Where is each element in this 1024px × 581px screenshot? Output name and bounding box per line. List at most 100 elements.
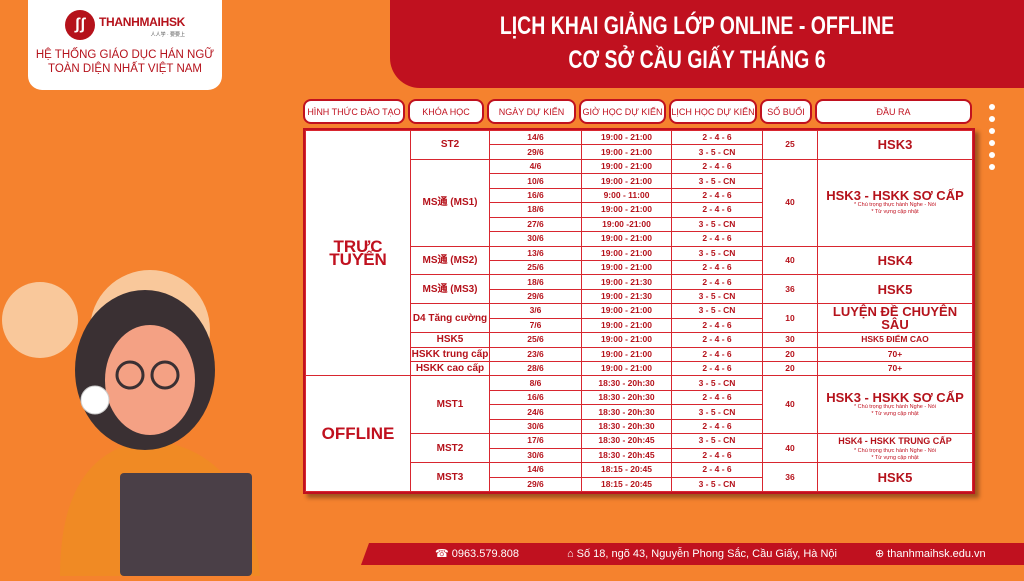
course-name: MST2 [410,433,490,464]
start-date: 27/6 [489,216,582,233]
start-date: 28/6 [489,360,582,377]
start-date: 23/6 [489,346,582,363]
class-time: 19:00 - 21:00 [581,303,672,319]
table-row: 10/6 19:00 - 21:00 3 - 5 - CN [306,173,973,189]
session-count: 36 [762,462,818,492]
class-time: 19:00 - 21:30 [581,274,672,290]
class-time: 18:30 - 20h:45 [581,433,672,449]
class-time: 18:30 - 20h:30 [581,389,672,406]
column-header: LỊCH HỌC DỰ KIẾN [669,99,757,124]
class-time: 18:15 - 20:45 [581,462,672,478]
class-time: 18:30 - 20h:45 [581,447,672,464]
course-name: HSKK cao cấp [410,360,490,377]
class-time: 9:00 - 11:00 [581,187,672,204]
slogan-line-1: HỆ THỐNG GIÁO DỤC HÁN NGỮ [35,49,215,61]
class-time: 19:00 - 21:00 [581,202,672,218]
class-days: 2 - 4 - 6 [671,259,763,276]
column-header: SỐ BUỔI [760,99,812,124]
class-time: 19:00 - 21:00 [581,360,672,377]
output-level: HSK5 ĐIỂM CAO [861,334,929,345]
class-time: 18:30 - 20h:30 [581,375,672,391]
column-header: NGÀY DỰ KIẾN [487,99,576,124]
output-level: 70+ [887,348,903,359]
start-date: 16/6 [489,389,582,406]
table-row: MST3 14/6 18:15 - 20:45 2 - 4 - 6 36 HSK5 [306,462,973,492]
course-name: MST1 [410,375,490,435]
start-date: 29/6 [489,288,582,305]
session-count: 30 [762,332,818,348]
logo-mark-icon: ʃʃ [64,10,95,40]
course-name: MST3 [410,462,490,492]
column-header: GIỜ HỌC DỰ KIẾN [579,99,666,124]
class-days: 2 - 4 - 6 [671,346,763,363]
class-days: 3 - 5 - CN [671,375,763,391]
decorative-dots [989,104,995,176]
column-header: HÌNH THỨC ĐÀO TẠO [303,99,405,124]
class-days: 3 - 5 - CN [671,144,763,160]
table-row: 16/6 9:00 - 11:00 2 - 4 - 6 [306,187,973,204]
class-time: 19:00 - 21:00 [581,144,672,160]
footer-phone[interactable]: ☎ 0963.579.808 [435,543,519,565]
output-level: 70+ [887,363,903,374]
start-date: 30/6 [489,231,582,247]
output-note: * Từ vựng cập nhật [871,411,919,418]
footer-address: ⌂ Số 18, ngõ 43, Nguyễn Phong Sắc, Cầu Gi… [567,543,837,565]
class-time: 18:15 - 20:45 [581,476,672,492]
table-row: 16/6 18:30 - 20h:30 2 - 4 - 6 [306,389,973,406]
class-days: 2 - 4 - 6 [671,418,763,435]
start-date: 24/6 [489,404,582,420]
output-level: HSK5 [877,281,913,297]
class-time: 19:00 - 21:30 [581,288,672,305]
table-row: 30/6 18:30 - 20h:45 2 - 4 - 6 [306,447,973,464]
class-days: 2 - 4 - 6 [671,462,763,478]
session-count: 36 [762,274,818,305]
start-date: 4/6 [489,158,582,175]
girl-with-headset-illustration [0,260,340,576]
class-days: 2 - 4 - 6 [671,231,763,247]
start-date: 18/6 [489,274,582,290]
start-date: 30/6 [489,447,582,464]
course-output: HSK5 [817,274,973,305]
course-name: HSKK trung cấp [410,346,490,363]
start-date: 29/6 [489,476,582,492]
training-mode: OFFLINE [305,375,411,492]
course-output: HSK3 - HSKK SƠ CẤP * Chú trọng thực hành … [817,158,973,247]
class-days: 2 - 4 - 6 [671,274,763,290]
output-note: * Từ vựng cập nhật [871,209,919,216]
session-count: 25 [762,130,818,160]
session-count: 10 [762,303,818,334]
start-date: 25/6 [489,259,582,276]
table-row: HSKK trung cấp 23/6 19:00 - 21:00 2 - 4 - 6… [306,346,973,363]
start-date: 16/6 [489,187,582,204]
phone-icon: ☎ [435,548,449,560]
class-days: 2 - 4 - 6 [671,202,763,218]
table-row: 29/6 19:00 - 21:00 3 - 5 - CN [306,144,973,160]
page-title: LỊCH KHAI GIẢNG LỚP ONLINE - OFFLINE [499,12,895,40]
class-time: 19:00 - 21:00 [581,346,672,363]
course-output: HSK5 [817,462,973,492]
session-count: 40 [762,375,818,435]
class-days: 2 - 4 - 6 [671,389,763,406]
class-days: 3 - 5 - CN [671,303,763,319]
class-days: 2 - 4 - 6 [671,158,763,175]
class-time: 19:00 - 21:00 [581,245,672,261]
course-name: ST2 [410,130,490,160]
class-days: 2 - 4 - 6 [671,447,763,464]
session-count: 40 [762,433,818,464]
location-icon: ⌂ [567,548,574,560]
start-date: 7/6 [489,317,582,334]
start-date: 25/6 [489,332,582,348]
start-date: 14/6 [489,462,582,478]
column-header: KHÓA HỌC [408,99,484,124]
session-count: 40 [762,245,818,276]
course-output: HSK4 [817,245,973,276]
session-count: 20 [762,346,818,363]
course-output: LUYỆN ĐỀ CHUYÊN SÂU [817,303,973,334]
footer-website[interactable]: ⊕ thanhmaihsk.edu.vn [875,543,986,565]
start-date: 18/6 [489,202,582,218]
training-mode: TRỰC TUYẾN [305,129,411,377]
class-days: 3 - 5 - CN [671,476,763,492]
class-time: 19:00 - 21:00 [581,231,672,247]
